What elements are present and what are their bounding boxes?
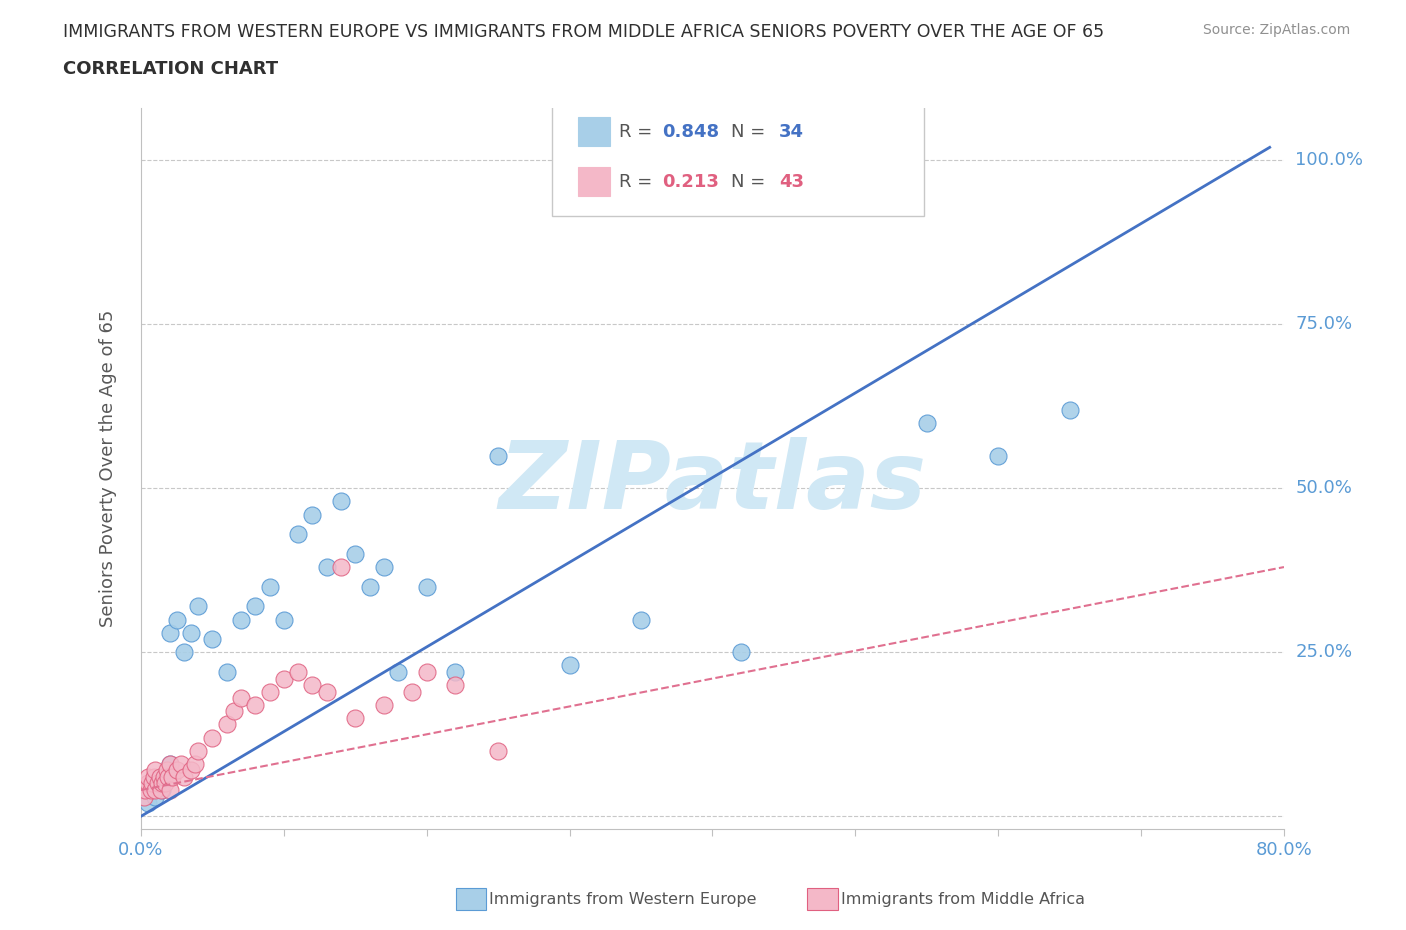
Point	[166, 612, 188, 627]
Point	[273, 612, 295, 627]
Point	[136, 796, 159, 811]
Text: 0.213: 0.213	[662, 173, 718, 191]
Point	[444, 665, 467, 680]
Point	[173, 769, 195, 784]
Point	[486, 743, 509, 758]
Text: 50.0%: 50.0%	[1295, 479, 1353, 498]
Point	[184, 756, 207, 771]
Point	[157, 769, 180, 784]
Point	[259, 684, 281, 699]
Point	[344, 711, 367, 725]
Point	[215, 717, 238, 732]
Point	[1059, 403, 1081, 418]
Point	[143, 783, 166, 798]
Point	[229, 612, 252, 627]
Point	[142, 769, 165, 784]
Point	[166, 763, 188, 777]
Point	[287, 665, 309, 680]
Point	[245, 599, 267, 614]
Point	[315, 684, 337, 699]
Point	[136, 769, 159, 784]
Bar	[578, 117, 610, 146]
Text: ZIPatlas: ZIPatlas	[498, 437, 927, 529]
Text: 34: 34	[779, 123, 804, 140]
Point	[180, 625, 202, 640]
Point	[229, 691, 252, 706]
Point	[153, 769, 176, 784]
Text: 100.0%: 100.0%	[1295, 152, 1364, 169]
Text: Source: ZipAtlas.com: Source: ZipAtlas.com	[1202, 23, 1350, 37]
Point	[134, 783, 156, 798]
Point	[152, 776, 174, 790]
Point	[159, 783, 181, 798]
Point	[273, 671, 295, 686]
Point	[301, 678, 323, 693]
Point	[245, 698, 267, 712]
Bar	[578, 167, 610, 196]
Point	[170, 756, 193, 771]
Y-axis label: Seniors Poverty Over the Age of 65: Seniors Poverty Over the Age of 65	[100, 310, 117, 628]
Point	[301, 507, 323, 522]
Point	[416, 579, 439, 594]
Point	[155, 776, 177, 790]
Text: 75.0%: 75.0%	[1295, 315, 1353, 334]
Point	[141, 776, 163, 790]
Point	[387, 665, 409, 680]
Point	[159, 625, 181, 640]
Point	[215, 665, 238, 680]
Point	[222, 704, 245, 719]
Text: Immigrants from Middle Africa: Immigrants from Middle Africa	[841, 892, 1085, 907]
Text: N =: N =	[731, 173, 770, 191]
Point	[630, 612, 652, 627]
Point	[444, 678, 467, 693]
Point	[148, 769, 170, 784]
Point	[136, 776, 159, 790]
Point	[915, 416, 938, 431]
Text: CORRELATION CHART: CORRELATION CHART	[63, 60, 278, 78]
Point	[143, 763, 166, 777]
Point	[201, 730, 224, 745]
Point	[201, 631, 224, 646]
Point	[139, 783, 162, 798]
Point	[344, 547, 367, 562]
Point	[730, 644, 752, 659]
Point	[173, 644, 195, 659]
Point	[486, 448, 509, 463]
Point	[143, 790, 166, 804]
Point	[558, 658, 581, 673]
Point	[146, 776, 169, 790]
Text: 25.0%: 25.0%	[1295, 644, 1353, 661]
Point	[180, 763, 202, 777]
Point	[152, 783, 174, 798]
Text: R =: R =	[619, 123, 658, 140]
Point	[187, 599, 209, 614]
Point	[259, 579, 281, 594]
Point	[156, 763, 179, 777]
Point	[330, 494, 353, 509]
Point	[162, 769, 184, 784]
Point	[132, 790, 155, 804]
Point	[315, 560, 337, 575]
FancyBboxPatch shape	[553, 104, 924, 216]
Point	[416, 665, 439, 680]
Point	[187, 743, 209, 758]
Point	[373, 698, 395, 712]
Text: 0.848: 0.848	[662, 123, 720, 140]
Point	[330, 560, 353, 575]
Point	[401, 684, 423, 699]
Text: IMMIGRANTS FROM WESTERN EUROPE VS IMMIGRANTS FROM MIDDLE AFRICA SENIORS POVERTY : IMMIGRANTS FROM WESTERN EUROPE VS IMMIGR…	[63, 23, 1104, 41]
Point	[287, 526, 309, 541]
Text: N =: N =	[731, 123, 770, 140]
Point	[987, 448, 1010, 463]
Text: R =: R =	[619, 173, 658, 191]
Point	[359, 579, 381, 594]
Text: Immigrants from Western Europe: Immigrants from Western Europe	[489, 892, 756, 907]
Point	[159, 756, 181, 771]
Text: 43: 43	[779, 173, 804, 191]
Point	[149, 783, 172, 798]
Point	[373, 560, 395, 575]
Point	[159, 756, 181, 771]
Point	[141, 776, 163, 790]
